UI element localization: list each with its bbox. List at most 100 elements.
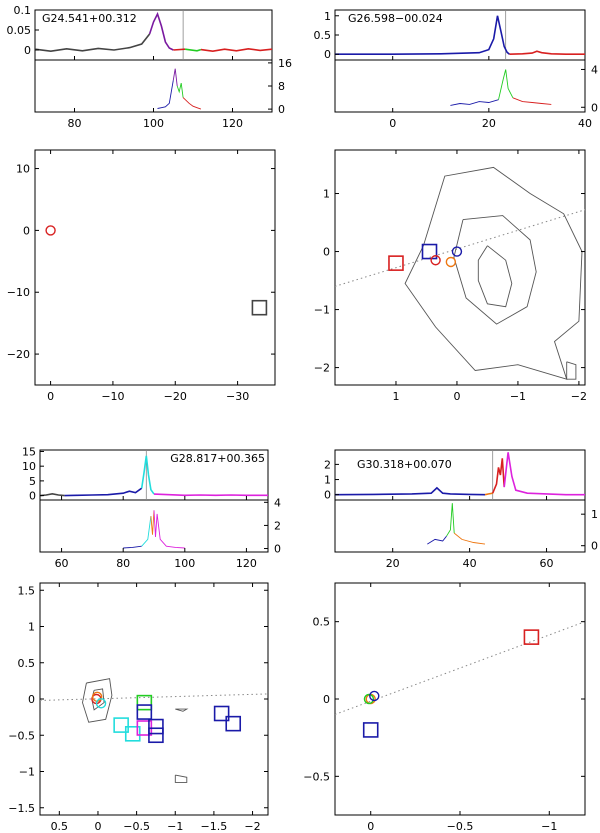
- spec4-top-ytick-label: 1: [324, 474, 331, 487]
- map3-square-marker: [124, 725, 141, 742]
- spec3-bottom-series-2: [150, 510, 155, 535]
- map4-xtick-label: −1: [541, 820, 557, 833]
- spec4-xtick-label: 60: [540, 557, 554, 570]
- map4-square-marker: [362, 722, 379, 738]
- map3-square-marker: [213, 705, 230, 722]
- spec3-bottom-frame: [39, 499, 269, 553]
- spec3-top-ytick-label: 10: [22, 460, 36, 473]
- map1-ytick-label: 0: [23, 224, 30, 237]
- spec1-top-series-1: [148, 11, 174, 51]
- map1-ytick-label: −20: [7, 348, 30, 361]
- spec3-top-series-3: [153, 493, 268, 497]
- spec3-top-ytick-label: 5: [29, 475, 36, 488]
- spec3-bottom-series-3: [153, 510, 185, 549]
- map3-fit-line: [39, 693, 269, 701]
- map2-contour-3: [566, 361, 577, 380]
- spec1-source-label: G24.541+00.312: [42, 12, 137, 25]
- map2-frame: [334, 149, 586, 386]
- spec4-top-ytick-label: 0: [324, 489, 331, 502]
- spec4-bottom-frame: [334, 499, 586, 553]
- map2-xtick-label: −1: [510, 390, 526, 403]
- map2-xtick-label: 1: [392, 390, 399, 403]
- spec3-top-series-0: [39, 492, 65, 497]
- map4-xtick-label: 0: [367, 820, 374, 833]
- spec2-bottom-series-0: [450, 99, 499, 106]
- spec2-xtick-label: 0: [389, 117, 396, 130]
- map4-square-marker: [523, 629, 540, 645]
- spec1-top-series-3: [184, 48, 202, 52]
- map2-circle-marker: [430, 255, 441, 266]
- spec3-top-series-1: [64, 487, 143, 497]
- spec4-top-series-1: [484, 492, 493, 496]
- map2-ytick-label: −1: [314, 304, 330, 317]
- spec2-top-ytick-label: 0.5: [314, 29, 332, 42]
- spec4-top-ytick-label: 2: [324, 458, 331, 471]
- spec3-xtick-label: 60: [55, 557, 69, 570]
- spec4-bottom-ytick-label: 1: [591, 508, 598, 521]
- spec3-source-label: G28.817+00.365: [170, 452, 265, 465]
- spec4-bottom-series-0: [427, 535, 447, 545]
- map2-contour-2: [404, 166, 583, 380]
- spec4-top-series-2: [491, 458, 505, 494]
- spec1-top-series-0: [34, 33, 151, 53]
- spec1-top-ytick-label: 0.05: [7, 24, 32, 37]
- spec3-top-ytick-label: 0: [29, 490, 36, 503]
- spec1-xtick-label: 120: [222, 117, 243, 130]
- map4-ytick-label: 0.5: [313, 616, 331, 629]
- map3-ytick-label: 1: [28, 621, 35, 634]
- map3-ytick-label: 1.5: [18, 584, 36, 597]
- map1-ytick-label: −10: [7, 286, 30, 299]
- spec1-bottom-ytick-label: 0: [278, 103, 285, 116]
- spec2-bottom-frame: [334, 59, 586, 113]
- spec2-bottom-series-2: [512, 97, 552, 105]
- map3-xtick-label: 0: [94, 820, 101, 833]
- spec4-top-series-0: [334, 486, 486, 496]
- spec4-top-series-3: [503, 452, 585, 496]
- spec1-xtick-label: 100: [143, 117, 164, 130]
- map4-xtick-label: −0.5: [447, 820, 474, 833]
- map2-ytick-label: 0: [323, 246, 330, 259]
- map3-ytick-label: −1: [19, 766, 35, 779]
- map3-contour-3: [175, 708, 189, 712]
- map3-contour-0: [82, 678, 113, 723]
- spec3-xtick-label: 80: [116, 557, 130, 570]
- map2-ytick-label: 1: [323, 188, 330, 201]
- map1-xtick-label: −20: [164, 390, 187, 403]
- spec1-top-ytick-label: 0.1: [14, 4, 32, 17]
- spec2-bottom-ytick-label: 4: [591, 63, 598, 76]
- spec1-top-ytick-label: 0: [24, 44, 31, 57]
- map2-square-marker: [388, 255, 404, 271]
- map3-frame: [39, 582, 269, 816]
- map3-square-marker: [136, 704, 153, 720]
- map2-ytick-label: −2: [314, 362, 330, 375]
- map1-xtick-label: −30: [226, 390, 249, 403]
- map1-square-marker: [251, 299, 268, 316]
- spec1-bottom-series-1: [172, 68, 178, 87]
- map4-circle-marker: [363, 693, 375, 705]
- spec2-top-ytick-label: 0: [324, 48, 331, 61]
- spec1-bottom-ytick-label: 8: [278, 80, 285, 93]
- map3-xtick-label: −2: [244, 820, 260, 833]
- map2-contour-0: [453, 215, 537, 325]
- map2-xtick-label: 0: [453, 390, 460, 403]
- map3-square-marker: [136, 694, 153, 711]
- map3-xtick-label: −0.5: [123, 820, 150, 833]
- spec3-bottom-ytick-label: 2: [274, 519, 281, 532]
- spec3-bottom-series-0: [123, 545, 142, 549]
- spec1-bottom-series-3: [182, 97, 202, 110]
- spec2-bottom-ytick-label: 0: [591, 101, 598, 114]
- map3-ytick-label: −0.5: [8, 729, 35, 742]
- map3-xtick-label: 0.5: [51, 820, 69, 833]
- spec4-source-label: G30.318+00.070: [357, 458, 452, 471]
- spec1-bottom-series-2: [176, 82, 184, 98]
- spec2-xtick-label: 20: [482, 117, 496, 130]
- spec3-xtick-label: 100: [174, 557, 195, 570]
- map4-ytick-label: 0: [323, 693, 330, 706]
- spec1-top-series-2: [173, 48, 186, 51]
- spec2-bottom-series-1: [498, 69, 514, 100]
- spec2-top-series-0: [335, 15, 510, 56]
- map3-ytick-label: 0: [28, 693, 35, 706]
- spec3-top-ytick-label: 15: [22, 445, 36, 458]
- spec3-bottom-ytick-label: 4: [274, 496, 281, 509]
